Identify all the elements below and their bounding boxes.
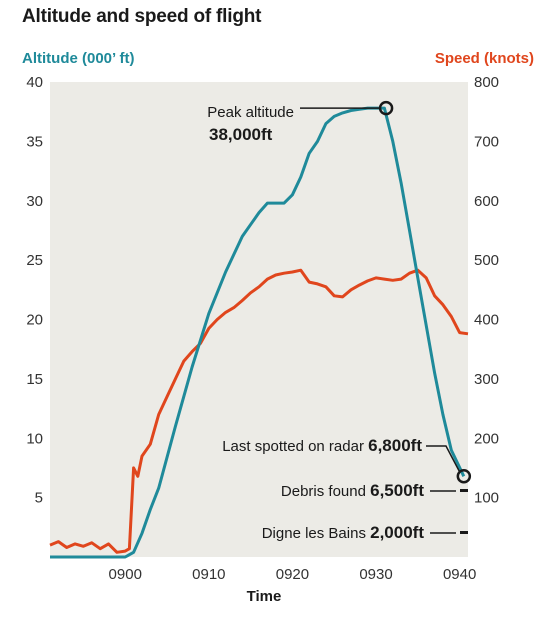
debris-marker xyxy=(460,489,468,492)
peak-altitude-marker xyxy=(378,100,394,116)
y-right-axis-title: Speed (knots) xyxy=(434,50,534,67)
digne-label: Digne les Bains xyxy=(262,525,370,542)
x-ticks: 0900 0910 0920 0930 0940 xyxy=(109,566,477,583)
y-right-tick-label: 500 xyxy=(474,252,499,269)
y-left-tick-label: 25 xyxy=(26,252,43,269)
last-spotted-marker xyxy=(456,469,472,484)
peak-altitude-label: Peak altitude xyxy=(207,104,294,121)
series-lines xyxy=(49,106,469,559)
speed-line xyxy=(49,268,469,554)
y-left-tick-label: 20 xyxy=(26,312,43,329)
last-spotted-leader xyxy=(426,445,461,473)
altitude-line xyxy=(50,106,466,559)
y-left-tick-label: 40 xyxy=(26,74,43,91)
x-tick-label: 0900 xyxy=(109,566,142,583)
digne-value: 2,000ft xyxy=(370,523,424,542)
last-spotted-value: 6,800ft xyxy=(368,436,422,455)
y-right-tick-label: 600 xyxy=(474,193,499,210)
debris-label: Debris found xyxy=(281,483,370,500)
y-right-ticks: 100 200 300 400 500 600 700 800 xyxy=(474,74,499,507)
y-left-axis-title: Altitude (000’ ft) xyxy=(22,50,135,67)
y-right-tick-label: 400 xyxy=(474,312,499,329)
y-right-tick-label: 800 xyxy=(474,74,499,91)
y-right-tick-label: 200 xyxy=(474,430,499,447)
x-axis-label: Time xyxy=(247,588,282,605)
digne-annotation: Digne les Bains 2,000ft xyxy=(262,523,425,542)
peak-altitude-value: 38,000ft xyxy=(209,125,273,144)
y-left-tick-label: 15 xyxy=(26,371,43,388)
chart-title: Altitude and speed of flight xyxy=(22,6,262,27)
y-right-tick-label: 100 xyxy=(474,490,499,507)
plot-area xyxy=(50,82,468,557)
x-tick-label: 0920 xyxy=(276,566,309,583)
x-tick-label: 0910 xyxy=(192,566,225,583)
y-left-tick-label: 35 xyxy=(26,133,43,150)
x-tick-label: 0930 xyxy=(359,566,392,583)
debris-annotation: Debris found 6,500ft xyxy=(281,481,424,500)
y-left-tick-label: 5 xyxy=(35,490,43,507)
y-left-tick-label: 30 xyxy=(26,193,43,210)
debris-value: 6,500ft xyxy=(370,481,424,500)
x-tick-label: 0940 xyxy=(443,566,476,583)
y-left-tick-label: 10 xyxy=(26,430,43,447)
last-spotted-label: Last spotted on radar xyxy=(222,438,368,455)
last-spotted-annotation: Last spotted on radar 6,800ft xyxy=(222,436,422,455)
y-right-tick-label: 700 xyxy=(474,133,499,150)
y-left-ticks: 5 10 15 20 25 30 35 40 xyxy=(26,74,43,507)
digne-marker xyxy=(460,531,468,534)
annotations: Peak altitude 38,000ft Last spotted on rad… xyxy=(207,100,472,542)
y-right-tick-label: 300 xyxy=(474,371,499,388)
